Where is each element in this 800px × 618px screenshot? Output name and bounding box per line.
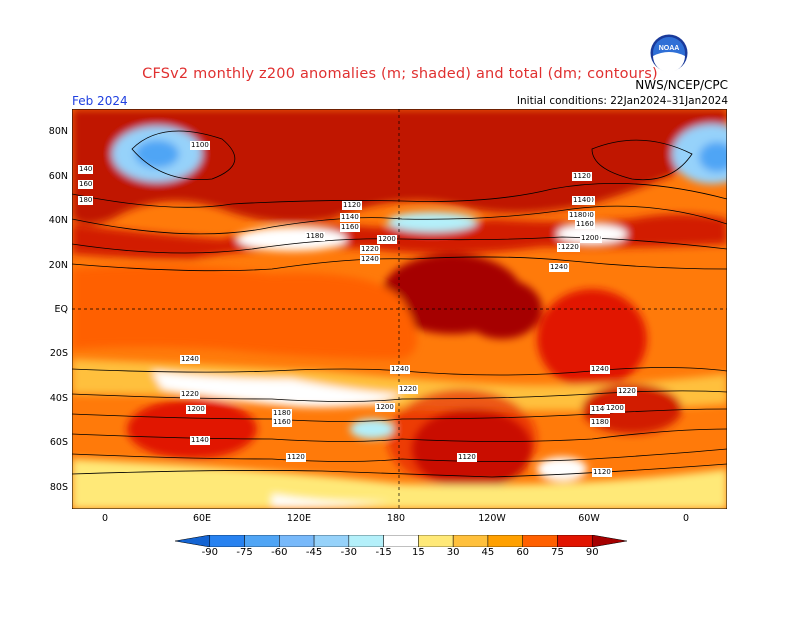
colorbar-tick-label: -75 [236, 547, 253, 558]
contour-label: 1220 [560, 243, 580, 252]
contour-label: 1120 [286, 453, 306, 462]
colorbar-tick-label: -60 [271, 547, 288, 558]
colorbar-segment [209, 535, 245, 547]
colorbar-segment [487, 535, 523, 547]
colorbar-segment [452, 535, 489, 547]
contour-label: 140 [78, 165, 94, 174]
lon-label-60w: 60W [578, 513, 600, 524]
svg-text:NOAA: NOAA [659, 45, 680, 52]
colorbar-segment [522, 535, 558, 547]
contour-label: 1140 [190, 436, 210, 445]
colorbar-tick-label: 45 [481, 547, 495, 558]
agency-label: NWS/NCEP/CPC [635, 78, 728, 92]
contour-label: 1180 [568, 211, 588, 220]
colorbar-tick-label: 75 [551, 547, 564, 558]
contour-label: 160 [78, 180, 94, 189]
lat-label-40n: 40N [48, 215, 68, 226]
colorbar-segment [244, 535, 280, 547]
colorbar-segment [418, 535, 454, 547]
lat-label-20n: 20N [48, 260, 68, 271]
lat-label-60n: 60N [48, 171, 68, 182]
colorbar-segment [348, 535, 384, 547]
contour-label: 1140 [572, 196, 592, 205]
colorbar-segment [591, 535, 627, 547]
contour-label: 1120 [592, 468, 612, 477]
contour-label: 1240 [549, 263, 569, 272]
contour-label: 1220 [617, 387, 637, 396]
anomaly-map [72, 109, 727, 509]
contour-label: 1220 [180, 390, 200, 399]
contour-label: 1160 [272, 418, 292, 427]
lon-label-180: 180 [386, 513, 406, 524]
contour-label: 1120 [342, 201, 362, 210]
lon-label-0: 0 [101, 513, 109, 524]
colorbar-segment [279, 535, 315, 547]
contour-label: 1220 [398, 385, 418, 394]
contour-label: 1240 [590, 365, 610, 374]
contour-label: 1160 [340, 223, 360, 232]
colorbar-tick-label: 30 [446, 547, 460, 558]
lon-label-120e: 120E [286, 513, 312, 524]
forecast-month: Feb 2024 [72, 94, 128, 108]
colorbar-tick-label: -30 [340, 547, 358, 558]
contour-label: 1180 [305, 232, 325, 241]
contour-label: 1200 [186, 405, 206, 414]
colorbar-tick-label: 60 [516, 547, 530, 558]
colorbar-segment [313, 535, 350, 547]
contour-label: 1200 [377, 235, 397, 244]
lat-label-80s: 80S [49, 482, 68, 493]
contour-label: 1180 [590, 418, 610, 427]
lon-label-0-east: 0 [682, 513, 690, 524]
colorbar-tick-label: -15 [375, 547, 392, 558]
lat-label-20s: 20S [49, 348, 68, 359]
contour-label: 1140 [590, 405, 610, 414]
initial-conditions: Initial conditions: 22Jan2024–31Jan2024 [516, 95, 728, 107]
lon-label-60e: 60E [192, 513, 212, 524]
contour-label: 1240 [360, 255, 380, 264]
contour-label: 1200 [580, 234, 600, 243]
contour-label: 1240 [180, 355, 200, 364]
contour-label: 1160 [575, 220, 595, 229]
lon-label-120w: 120W [478, 513, 506, 524]
lat-label-eq: EQ [54, 304, 68, 315]
colorbar-tick-label: -45 [305, 547, 323, 558]
colorbar-segment [557, 535, 593, 547]
contour-label: 1200 [375, 403, 395, 412]
colorbar [175, 535, 627, 547]
noaa-logo: NOAA [650, 34, 688, 72]
contour-label: 1180 [272, 409, 292, 418]
lat-label-60s: 60S [49, 437, 68, 448]
contour-label: 1100 [190, 141, 210, 150]
colorbar-segment [383, 535, 419, 547]
colorbar-tick-label: 15 [412, 547, 425, 558]
contour-label: 1120 [572, 172, 592, 181]
chart-title: CFSv2 monthly z200 anomalies (m; shaded)… [142, 66, 658, 82]
lat-label-80n: 80N [48, 126, 68, 137]
contour-label: 1140 [340, 213, 360, 222]
lat-label-40s: 40S [49, 393, 68, 404]
contour-label: 1240 [390, 365, 410, 374]
contour-label: 180 [78, 196, 94, 205]
colorbar-tick-label: 90 [585, 547, 599, 558]
colorbar-segment [175, 535, 211, 547]
contour-label: 1200 [605, 404, 625, 413]
contour-label: 1120 [457, 453, 477, 462]
colorbar-tick-label: -90 [201, 547, 218, 558]
contour-label: 1220 [360, 245, 380, 254]
